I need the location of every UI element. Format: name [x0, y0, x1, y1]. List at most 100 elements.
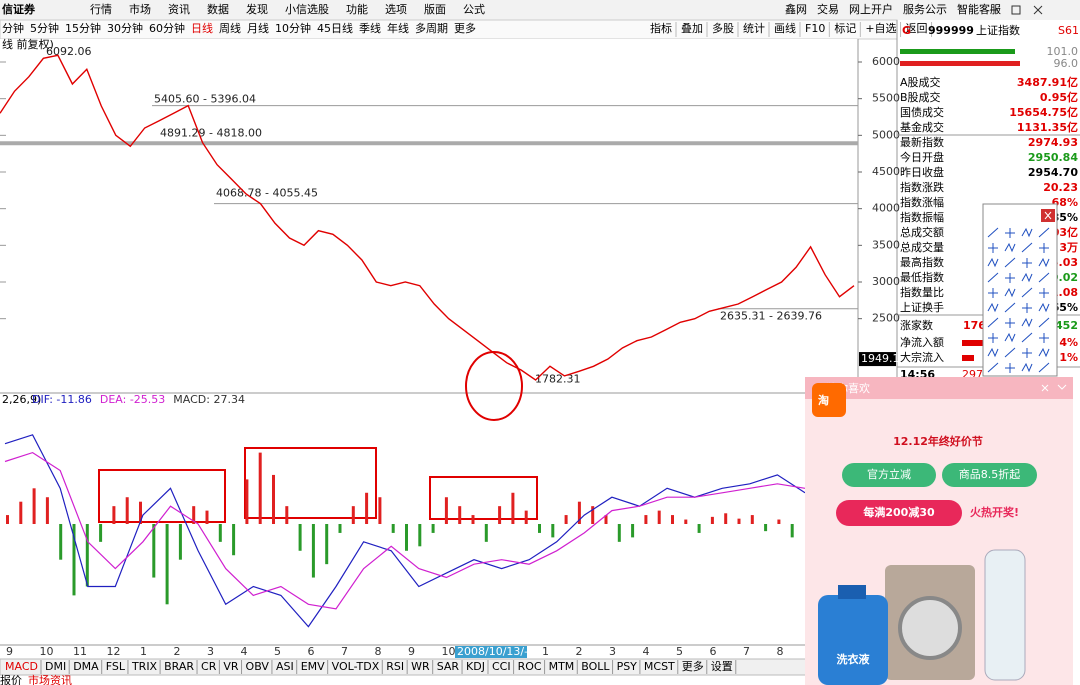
tool-icon[interactable]	[988, 288, 998, 298]
indicator-tab[interactable]: MTM	[549, 660, 575, 673]
macd-bar	[577, 501, 581, 524]
ad-promo-box	[836, 500, 962, 526]
indicator-tab[interactable]: VOL-TDX	[332, 660, 380, 673]
macd-bar	[178, 524, 182, 560]
macd-bar	[192, 506, 196, 524]
indicator-tab[interactable]: RSI	[386, 660, 404, 673]
indicator-tab[interactable]: WR	[411, 660, 430, 673]
tool-icon[interactable]	[1021, 287, 1033, 298]
tool-icon[interactable]	[1038, 227, 1050, 238]
tool-icon[interactable]	[1005, 363, 1015, 373]
tool-icon[interactable]	[988, 333, 998, 343]
row-value: 1.08	[1051, 286, 1078, 299]
indicator-tab[interactable]: ROC	[518, 660, 542, 673]
ad-promo-tail: 火热开奖!	[970, 505, 1019, 519]
indicator-tab[interactable]: SAR	[437, 660, 460, 673]
tool-icon[interactable]	[1004, 257, 1016, 268]
tool-icon[interactable]	[987, 272, 999, 283]
ratio-label: 96.0	[1054, 57, 1079, 70]
ad-pill-text: 官方立减	[867, 467, 911, 481]
tool-icon[interactable]	[1038, 317, 1050, 328]
tool-icon[interactable]	[1021, 272, 1033, 283]
tool-icon[interactable]	[1005, 228, 1015, 238]
row-label: 总成交量	[900, 240, 944, 254]
tool-icon[interactable]	[1021, 317, 1033, 328]
ad-logo-box	[812, 383, 846, 417]
row-value: 0.02	[1051, 271, 1078, 284]
y-tick-label: 5000	[872, 128, 900, 141]
indicator-tab[interactable]: TRIX	[131, 660, 158, 673]
indicator-tab[interactable]: FSL	[106, 660, 126, 673]
menu-item: 资讯	[168, 3, 190, 16]
tool-icon[interactable]	[1004, 347, 1016, 358]
row-value: 03亿	[1052, 225, 1078, 239]
tool-icon[interactable]	[1005, 273, 1015, 283]
indicator-tab[interactable]: BOLL	[581, 660, 610, 673]
tool-icon[interactable]	[1038, 347, 1050, 358]
indicator-tab[interactable]: PSY	[617, 660, 638, 673]
indicator-tab[interactable]: DMI	[45, 660, 66, 673]
tool-icon[interactable]	[1021, 362, 1033, 373]
tool-icon[interactable]	[1004, 302, 1016, 313]
macd-bar	[684, 519, 688, 524]
macd-bar	[524, 510, 528, 524]
tool-icon[interactable]	[1039, 333, 1049, 343]
indicator-tab[interactable]: MACD	[5, 660, 38, 673]
tool-icon[interactable]	[987, 347, 999, 358]
tool-button: F10	[805, 22, 825, 35]
indicator-tab[interactable]: 设置	[711, 660, 733, 673]
tool-icon[interactable]	[1004, 287, 1016, 298]
indicator-tab[interactable]: DMA	[73, 660, 99, 673]
indicator-tab[interactable]: VR	[223, 660, 239, 673]
tool-icon[interactable]	[1021, 332, 1033, 343]
tool-button: 多股	[712, 21, 734, 35]
indicator-tab[interactable]: KDJ	[466, 660, 485, 673]
row-value: 65%	[1052, 301, 1078, 314]
tool-icon[interactable]	[987, 257, 999, 268]
tool-icon[interactable]	[987, 302, 999, 313]
period-tab: 更多	[454, 21, 476, 35]
indicator-tab[interactable]: CCI	[492, 660, 511, 673]
row-label: 上证换手	[900, 300, 944, 314]
tool-icon[interactable]	[1022, 303, 1032, 313]
menu-item: 数据	[207, 2, 229, 16]
period-tab: 5分钟	[30, 21, 59, 35]
indicator-tab[interactable]: MCST	[644, 660, 675, 673]
tool-icon[interactable]	[1021, 242, 1033, 253]
tool-icon[interactable]	[987, 317, 999, 328]
tool-icon[interactable]	[987, 362, 999, 373]
menu-item: 发现	[246, 2, 268, 16]
macd-bar	[591, 506, 595, 524]
macd-bar	[99, 524, 103, 542]
tool-icon[interactable]	[1004, 242, 1016, 253]
tool-icon[interactable]	[1038, 257, 1050, 268]
tool-icon[interactable]	[1038, 362, 1050, 373]
tool-icon[interactable]	[1038, 302, 1050, 313]
indicator-tab[interactable]: BRAR	[164, 660, 194, 673]
tool-icon[interactable]	[1022, 348, 1032, 358]
indicator-tab[interactable]: ASI	[276, 660, 294, 673]
indicator-tab[interactable]: CR	[201, 660, 217, 673]
period-tab: 季线	[359, 21, 381, 35]
ad-close[interactable]	[1041, 384, 1067, 392]
indicator-tab[interactable]: OBV	[246, 660, 270, 673]
x-tick-label: 11	[73, 645, 87, 658]
tool-icon[interactable]	[1004, 332, 1016, 343]
indicator-tab[interactable]: 更多	[682, 659, 704, 673]
tool-icon[interactable]	[1021, 227, 1033, 238]
x-tick-label: 3	[609, 645, 616, 658]
highlight-boxes	[98, 447, 538, 523]
row-label: 总成交额	[900, 225, 944, 239]
tool-icon[interactable]	[988, 243, 998, 253]
tool-icon[interactable]	[987, 227, 999, 238]
indicator-tab[interactable]: EMV	[301, 660, 325, 673]
tool-icon[interactable]	[1038, 272, 1050, 283]
tool-icon[interactable]	[1039, 243, 1049, 253]
tool-icon[interactable]	[1022, 258, 1032, 268]
macd-bar	[724, 513, 728, 524]
ratio-bar	[900, 61, 1020, 66]
tool-icon[interactable]	[1039, 288, 1049, 298]
legend-entry: DEA: -25.53	[100, 393, 165, 406]
tool-icon[interactable]	[1005, 318, 1015, 328]
row-label: 今日开盘	[900, 150, 944, 164]
